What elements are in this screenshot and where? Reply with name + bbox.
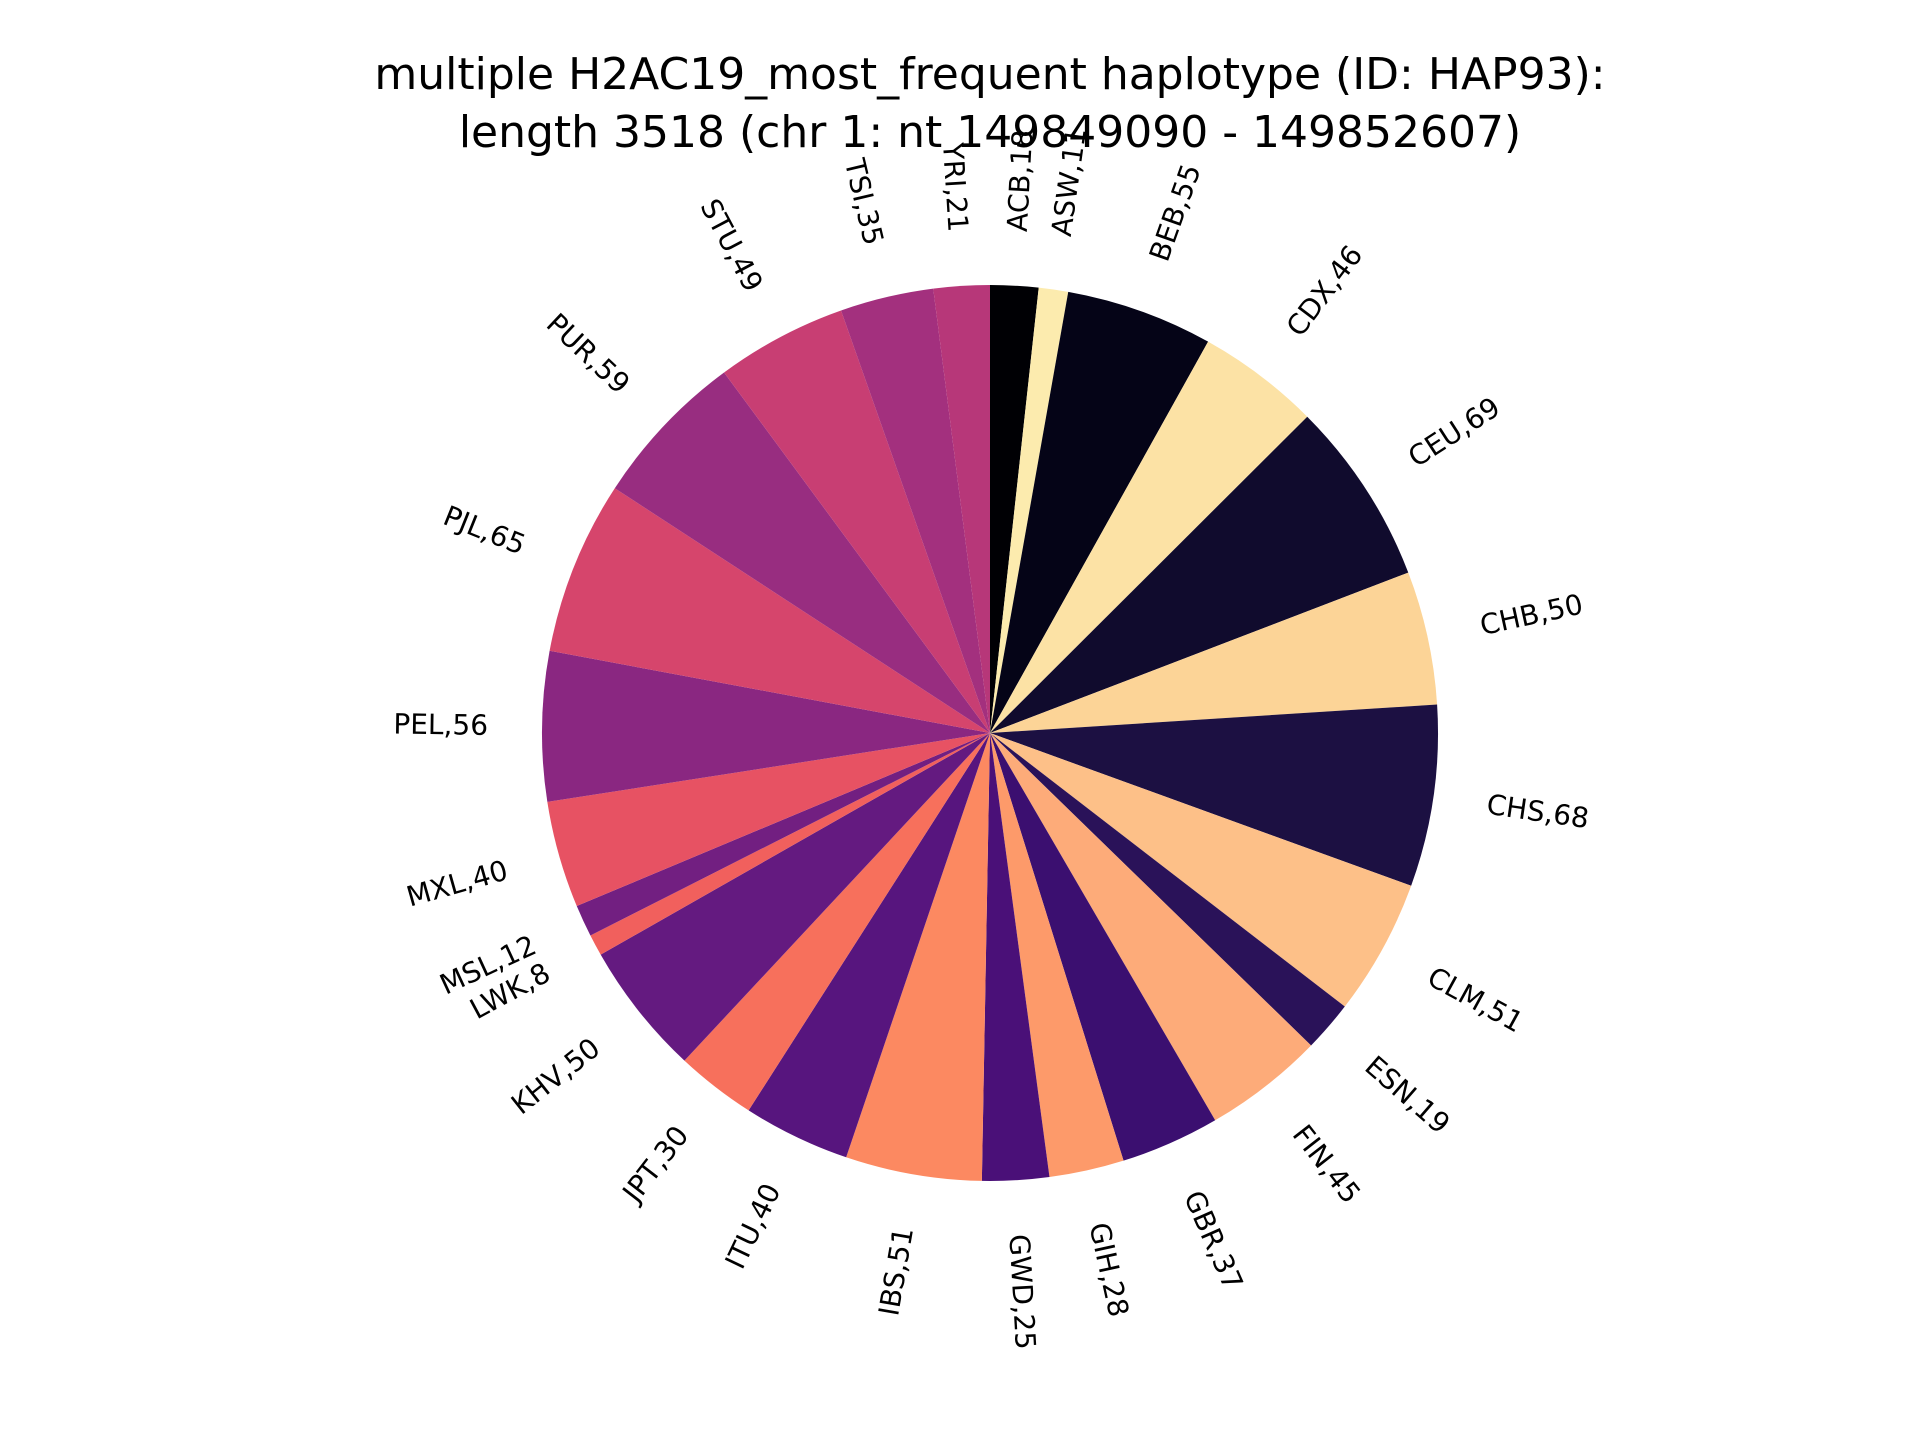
pie-slice-pur <box>614 372 990 733</box>
pie-slice-gbr <box>990 733 1216 1161</box>
pie-slice-chs <box>990 704 1439 886</box>
pie-slice-ceu <box>990 416 1409 733</box>
slice-label-asw: ASW,11 <box>1045 126 1093 239</box>
pie-slices <box>542 285 1439 1182</box>
pie-slice-cdx <box>990 341 1308 733</box>
pie-slice-esn <box>990 733 1345 1046</box>
slice-label-pjl: PJL,65 <box>439 499 530 561</box>
pie-slice-yri <box>933 285 990 733</box>
slice-label-tsi: TSI,35 <box>838 154 891 248</box>
pie-slice-lwk <box>590 733 990 955</box>
pie-slice-gih <box>990 733 1124 1178</box>
slice-label-khv: KHV,50 <box>505 1031 606 1121</box>
slice-label-beb: BEB,55 <box>1143 160 1208 266</box>
slice-label-esn: ESN,19 <box>1358 1049 1456 1140</box>
slice-label-chs: CHS,68 <box>1485 788 1592 835</box>
slice-label-pur: PUR,59 <box>540 307 636 401</box>
pie-slice-fin <box>990 733 1312 1121</box>
pie-slice-clm <box>990 733 1412 1007</box>
pie-slice-asw <box>990 287 1069 733</box>
slice-label-pel: PEL,56 <box>393 707 488 741</box>
slice-label-chb: CHB,50 <box>1477 588 1586 642</box>
slice-label-acb: ACB,18 <box>1001 129 1040 233</box>
slice-label-fin: FIN,45 <box>1286 1119 1367 1210</box>
pie-slice-tsi <box>841 288 990 733</box>
pie-slice-khv <box>600 733 990 1061</box>
pie-slice-chb <box>990 572 1438 733</box>
slice-label-ibs: IBS,51 <box>872 1225 920 1319</box>
chart-title-line-1: multiple H2AC19_most_frequent haplotype … <box>374 49 1606 100</box>
pie-slice-acb <box>990 285 1039 733</box>
pie-slice-stu <box>724 310 990 733</box>
pie-slice-beb <box>990 291 1209 733</box>
slice-label-ceu: CEU,69 <box>1402 391 1506 474</box>
pie-slice-pel <box>542 650 990 802</box>
pie-slice-pjl <box>549 488 990 733</box>
slice-label-yri: YRI,21 <box>936 141 975 233</box>
pie-slice-msl <box>576 733 990 936</box>
slice-label-cdx: CDX,46 <box>1280 239 1370 343</box>
pie-slice-mxl <box>547 733 990 907</box>
slice-label-clm: CLM,51 <box>1422 960 1529 1039</box>
slice-label-jpt: JPT,30 <box>615 1120 695 1210</box>
pie-slice-gwd <box>981 733 1050 1182</box>
chart-title: multiple H2AC19_most_frequent haplotype … <box>0 46 1920 162</box>
pie-slice-itu <box>748 733 990 1158</box>
slice-label-gwd: GWD,25 <box>1002 1233 1042 1350</box>
slice-label-mxl: MXL,40 <box>403 854 512 914</box>
pie-slice-jpt <box>684 733 990 1111</box>
chart-title-line-2: length 3518 (chr 1: nt 149849090 - 14985… <box>458 107 1522 158</box>
slice-label-gbr: GBR,37 <box>1177 1186 1249 1295</box>
slice-label-stu: STU,49 <box>694 193 770 297</box>
slice-label-itu: ITU,40 <box>719 1178 788 1274</box>
slice-label-gih: GIH,28 <box>1082 1220 1135 1320</box>
pie-slice-ibs <box>846 733 990 1181</box>
